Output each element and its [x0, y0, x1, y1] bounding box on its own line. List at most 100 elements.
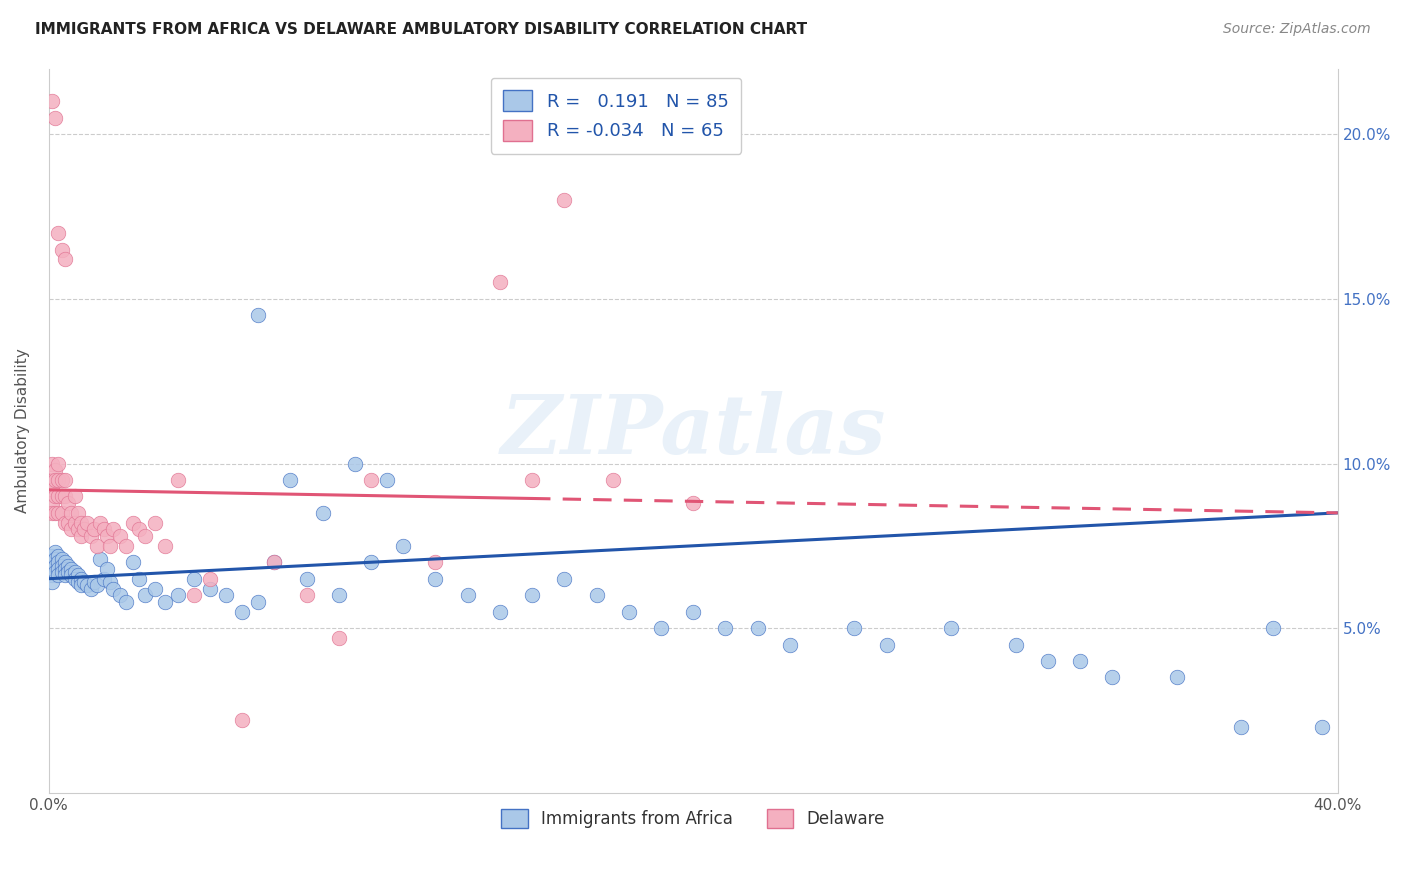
Point	[231, 713, 253, 727]
Point	[375, 473, 398, 487]
Point	[83, 574, 105, 589]
Point	[51, 552, 73, 566]
Point	[96, 562, 118, 576]
Point	[89, 552, 111, 566]
Point	[134, 588, 156, 602]
Legend: Immigrants from Africa, Delaware: Immigrants from Africa, Delaware	[495, 803, 891, 835]
Point	[41, 473, 63, 487]
Point	[51, 243, 73, 257]
Point	[53, 490, 76, 504]
Point	[51, 506, 73, 520]
Point	[876, 638, 898, 652]
Point	[93, 522, 115, 536]
Point	[143, 582, 166, 596]
Point	[70, 529, 93, 543]
Point	[108, 588, 131, 602]
Point	[63, 572, 86, 586]
Text: Source: ZipAtlas.com: Source: ZipAtlas.com	[1223, 22, 1371, 37]
Point	[215, 588, 238, 602]
Point	[44, 545, 66, 559]
Point	[56, 496, 79, 510]
Point	[44, 463, 66, 477]
Text: IMMIGRANTS FROM AFRICA VS DELAWARE AMBULATORY DISABILITY CORRELATION CHART: IMMIGRANTS FROM AFRICA VS DELAWARE AMBUL…	[35, 22, 807, 37]
Point	[73, 522, 96, 536]
Point	[76, 578, 98, 592]
Point	[41, 549, 63, 563]
Point	[41, 568, 63, 582]
Point	[1263, 621, 1285, 635]
Point	[553, 572, 575, 586]
Point	[89, 516, 111, 530]
Point	[183, 572, 205, 586]
Point	[66, 522, 89, 536]
Point	[44, 552, 66, 566]
Point	[311, 506, 333, 520]
Point	[51, 490, 73, 504]
Point	[520, 588, 543, 602]
Point	[79, 529, 101, 543]
Point	[66, 506, 89, 520]
Point	[66, 568, 89, 582]
Point	[602, 473, 624, 487]
Point	[53, 252, 76, 267]
Point	[128, 522, 150, 536]
Point	[489, 276, 512, 290]
Point	[198, 582, 221, 596]
Point	[280, 473, 302, 487]
Point	[41, 483, 63, 497]
Point	[520, 473, 543, 487]
Point	[56, 558, 79, 573]
Point	[1101, 670, 1123, 684]
Point	[392, 539, 415, 553]
Point	[134, 529, 156, 543]
Point	[83, 522, 105, 536]
Point	[121, 555, 143, 569]
Point	[63, 490, 86, 504]
Point	[489, 605, 512, 619]
Point	[1036, 654, 1059, 668]
Point	[425, 555, 447, 569]
Point	[96, 529, 118, 543]
Point	[70, 578, 93, 592]
Point	[73, 574, 96, 589]
Point	[682, 605, 704, 619]
Text: ZIPatlas: ZIPatlas	[501, 391, 886, 471]
Point	[48, 568, 70, 582]
Point	[1230, 720, 1253, 734]
Point	[103, 522, 125, 536]
Point	[70, 572, 93, 586]
Point	[93, 572, 115, 586]
Point	[51, 473, 73, 487]
Point	[779, 638, 801, 652]
Point	[1004, 638, 1026, 652]
Point	[98, 539, 121, 553]
Point	[53, 568, 76, 582]
Point	[76, 516, 98, 530]
Point	[53, 473, 76, 487]
Point	[48, 549, 70, 563]
Point	[41, 555, 63, 569]
Point	[231, 605, 253, 619]
Point	[86, 539, 108, 553]
Point	[617, 605, 640, 619]
Point	[44, 473, 66, 487]
Point	[48, 562, 70, 576]
Point	[53, 516, 76, 530]
Point	[153, 539, 176, 553]
Point	[48, 555, 70, 569]
Point	[1310, 720, 1333, 734]
Point	[44, 490, 66, 504]
Point	[166, 473, 188, 487]
Point	[41, 562, 63, 576]
Point	[51, 565, 73, 579]
Point	[48, 457, 70, 471]
Point	[60, 522, 83, 536]
Point	[1069, 654, 1091, 668]
Point	[747, 621, 769, 635]
Point	[103, 582, 125, 596]
Point	[360, 555, 382, 569]
Point	[60, 568, 83, 582]
Point	[63, 565, 86, 579]
Point	[41, 574, 63, 589]
Point	[247, 595, 270, 609]
